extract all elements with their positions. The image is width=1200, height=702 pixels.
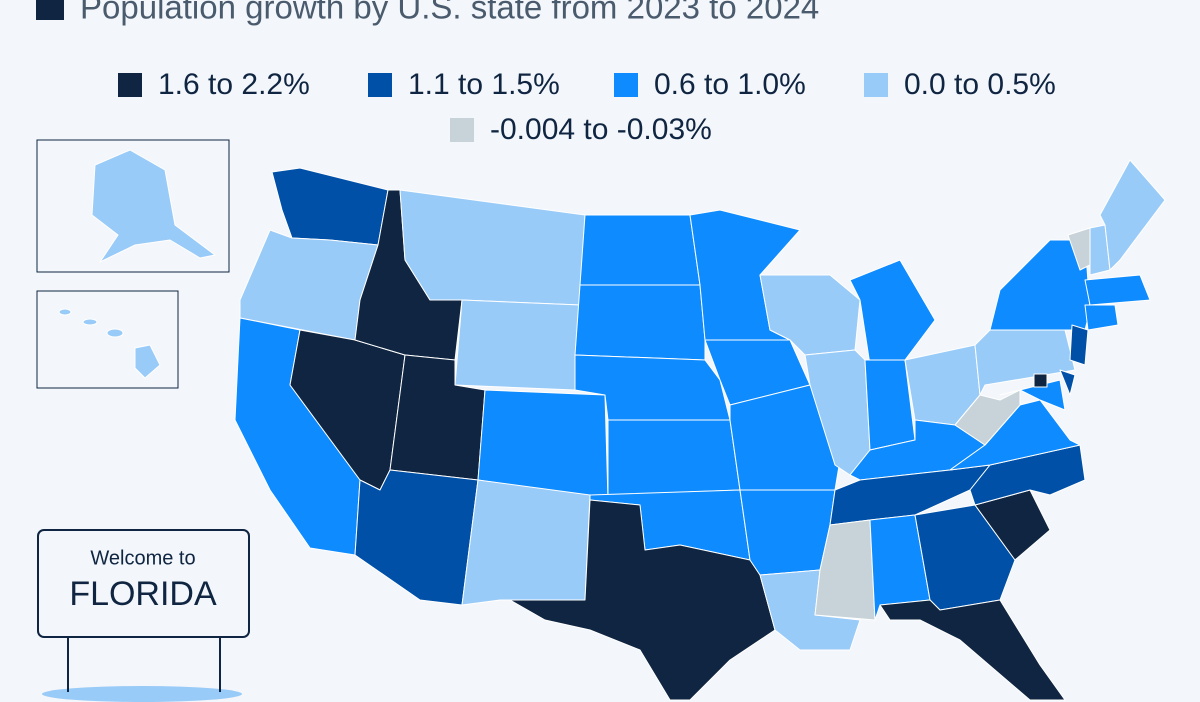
state [579, 214, 701, 286]
dc-marker [1033, 373, 1048, 388]
state [574, 284, 706, 361]
island [82, 318, 98, 326]
state [739, 489, 836, 576]
state [1069, 324, 1089, 366]
state [134, 344, 161, 379]
sign-text: FLORIDA [69, 575, 217, 613]
state [509, 499, 776, 701]
legend-label: -0.004 to -0.03% [490, 113, 712, 146]
title-bullet [36, 0, 64, 20]
florida-sign: Welcome to FLORIDA [37, 529, 250, 702]
legend-label: 1.6 to 2.2% [158, 68, 310, 101]
island [106, 328, 124, 338]
legend-label: 0.0 to 0.5% [904, 68, 1056, 101]
state [607, 419, 741, 496]
island [58, 308, 72, 316]
legend-label: 0.6 to 1.0% [654, 68, 806, 101]
legend-swatch [368, 73, 392, 97]
state [461, 479, 591, 606]
hawaii-inset [36, 290, 179, 389]
state [91, 149, 216, 263]
legend: 1.6 to 2.2% 1.1 to 1.5% 0.6 to 1.0% 0.0 to … [118, 68, 1056, 146]
state [1084, 274, 1151, 306]
legend-swatch [614, 73, 638, 97]
sign-text: Welcome to [90, 547, 195, 569]
states [234, 159, 1166, 701]
state [989, 239, 1091, 331]
sign-ground [42, 686, 242, 702]
legend-label: 1.1 to 1.5% [408, 68, 560, 101]
state [999, 379, 1066, 411]
legend-swatch [450, 118, 474, 142]
state [1059, 369, 1076, 396]
state [1099, 159, 1166, 271]
state [1084, 304, 1119, 331]
state [879, 599, 1066, 701]
sign-board [37, 529, 250, 638]
legend-swatch [864, 73, 888, 97]
alaska-inset [36, 139, 230, 273]
state [454, 299, 581, 391]
title: Population growth by U.S. state from 202… [80, 0, 819, 26]
legend-swatch [118, 73, 142, 97]
